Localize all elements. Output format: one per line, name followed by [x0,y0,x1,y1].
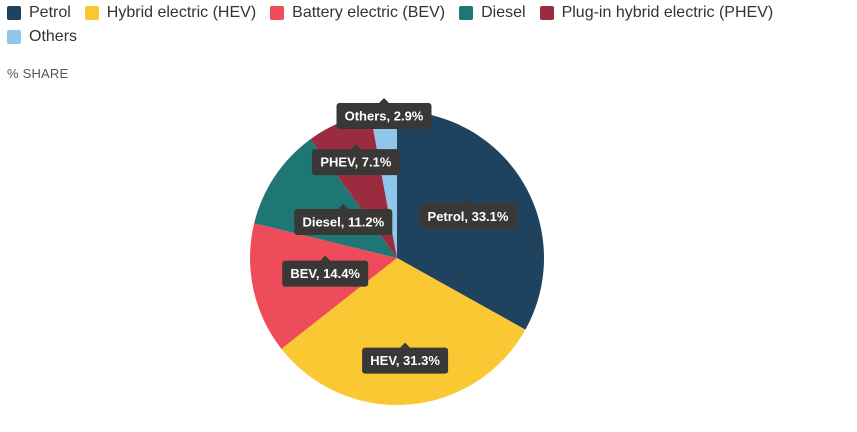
legend-item[interactable]: Petrol [7,4,71,22]
footer-credit-fragment [705,424,795,430]
chart-subtitle: % SHARE [7,66,69,81]
legend-item[interactable]: Hybrid electric (HEV) [84,4,257,22]
legend-label: Petrol [29,4,71,21]
data-label-box [294,209,393,235]
data-label-box [311,149,400,176]
legend-item[interactable]: Plug-in hybrid electric (PHEV) [539,4,774,22]
legend-label: Others [29,28,78,45]
legend-label: Plug-in hybrid electric (PHEV) [561,4,774,21]
data-label-box [336,103,432,129]
data-label-pointer [338,203,349,209]
data-label-text: Petrol, 33.1% [428,209,509,224]
data-label-text: Others, 2.9% [345,109,424,124]
legend-swatch [539,6,554,20]
legend-swatch [84,6,99,20]
data-label-box [419,203,517,230]
data-label-pointer [320,255,331,261]
legend-swatch [7,6,21,20]
legend-item[interactable]: Battery electric (BEV) [270,4,445,22]
data-label-text: Diesel, 11.2% [302,215,384,230]
data-label-text: HEV, 31.3% [370,353,440,368]
data-label-box [362,347,449,374]
legend-label: Battery electric (BEV) [292,4,446,21]
data-label: PHEV, 7.1% [311,144,400,176]
data-label: HEV, 31.3% [362,342,449,374]
pie-slice-hev[interactable] [281,258,526,406]
legend-item[interactable]: Others [7,28,77,46]
legend-swatch [7,30,21,44]
legend-swatch [270,6,285,20]
legend-label: Hybrid electric (HEV) [106,4,257,21]
data-label-box [282,260,369,287]
data-label: Others, 2.9% [336,98,432,129]
data-label-pointer [400,342,411,348]
footer-source-fragment [7,424,97,430]
data-label: Diesel, 11.2% [294,203,393,235]
chart-legend: Petrol Hybrid electric (HEV) Battery elect… [7,4,847,46]
legend-swatch [459,6,474,20]
legend-label: Diesel [481,4,526,21]
data-label: Petrol, 33.1% [419,198,517,230]
data-label-pointer [462,198,473,204]
data-label-text: PHEV, 7.1% [320,155,392,170]
data-label-pointer [350,144,361,150]
legend-item[interactable]: Diesel [459,4,526,22]
data-label: BEV, 14.4% [282,255,369,287]
data-label-text: BEV, 14.4% [290,266,360,281]
data-label-pointer [379,98,390,104]
